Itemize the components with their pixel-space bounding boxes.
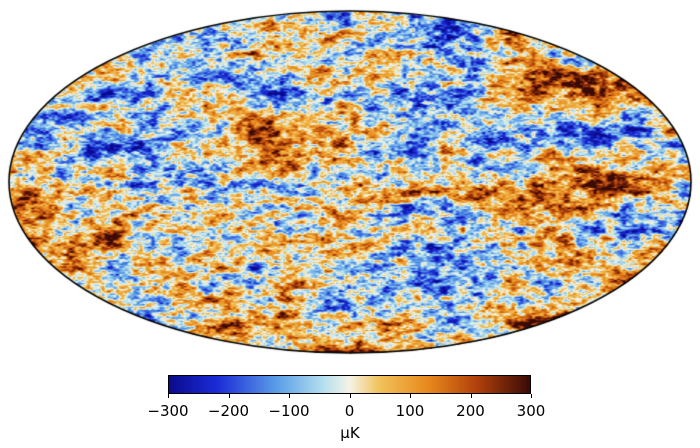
colorbar-tick-label: −300 xyxy=(147,402,189,420)
colorbar-tick-label: 300 xyxy=(516,402,546,420)
colorbar-tick-mark xyxy=(410,394,411,398)
colorbar-tick-mark xyxy=(350,394,351,398)
colorbar-tick-mark xyxy=(471,394,472,398)
colorbar-tick-label: 0 xyxy=(344,402,355,420)
colorbar-tick-mark xyxy=(289,394,290,398)
colorbar-tick-mark xyxy=(168,394,169,398)
cmb-sky-map xyxy=(0,0,700,360)
colorbar-tick-mark xyxy=(229,394,230,398)
colorbar xyxy=(168,375,531,394)
colorbar-tick-mark xyxy=(531,394,532,398)
colorbar-tick-label: 100 xyxy=(395,402,425,420)
colorbar-tick-label: −200 xyxy=(207,402,250,420)
colorbar-tick-label: −100 xyxy=(268,402,310,420)
colorbar-gradient xyxy=(168,375,531,394)
colorbar-tick-label: 200 xyxy=(456,402,485,420)
colorbar-unit-label: μK xyxy=(340,424,360,442)
